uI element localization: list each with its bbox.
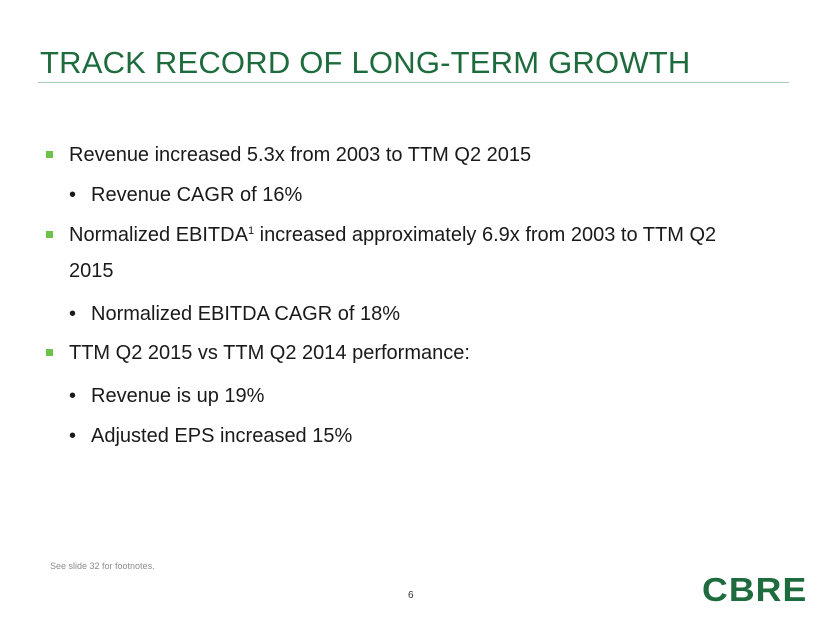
bullet-ebitda-growth: Normalized EBITDA1 increased approximate… [69, 224, 717, 246]
title-divider [38, 82, 789, 83]
square-bullet-icon [46, 151, 53, 158]
cbre-logo: CBRE [702, 571, 808, 608]
dot-bullet-icon: • [69, 425, 77, 447]
footnote: See slide 32 for footnotes. [50, 561, 155, 571]
bullet-revenue-cagr: Revenue CAGR of 16% [91, 184, 303, 206]
bullet-ebitda-growth-continuation: 2015 [69, 260, 114, 282]
bullet-revenue-up: Revenue is up 19% [91, 385, 265, 407]
footnote-marker: 1 [247, 225, 255, 237]
slide-title: TRACK RECORD OF LONG-TERM GROWTH [40, 45, 691, 80]
bullet-ebitda-cagr: Normalized EBITDA CAGR of 18% [91, 303, 400, 325]
bullet-adjusted-eps: Adjusted EPS increased 15% [91, 425, 353, 447]
dot-bullet-icon: • [69, 184, 77, 206]
bullet-revenue-growth: Revenue increased 5.3x from 2003 to TTM … [69, 144, 532, 166]
dot-bullet-icon: • [69, 385, 77, 407]
square-bullet-icon [46, 349, 53, 356]
bullet-ttm-performance: TTM Q2 2015 vs TTM Q2 2014 performance: [69, 342, 470, 364]
square-bullet-icon [46, 231, 53, 238]
dot-bullet-icon: • [69, 303, 77, 325]
page-number: 6 [408, 590, 414, 601]
